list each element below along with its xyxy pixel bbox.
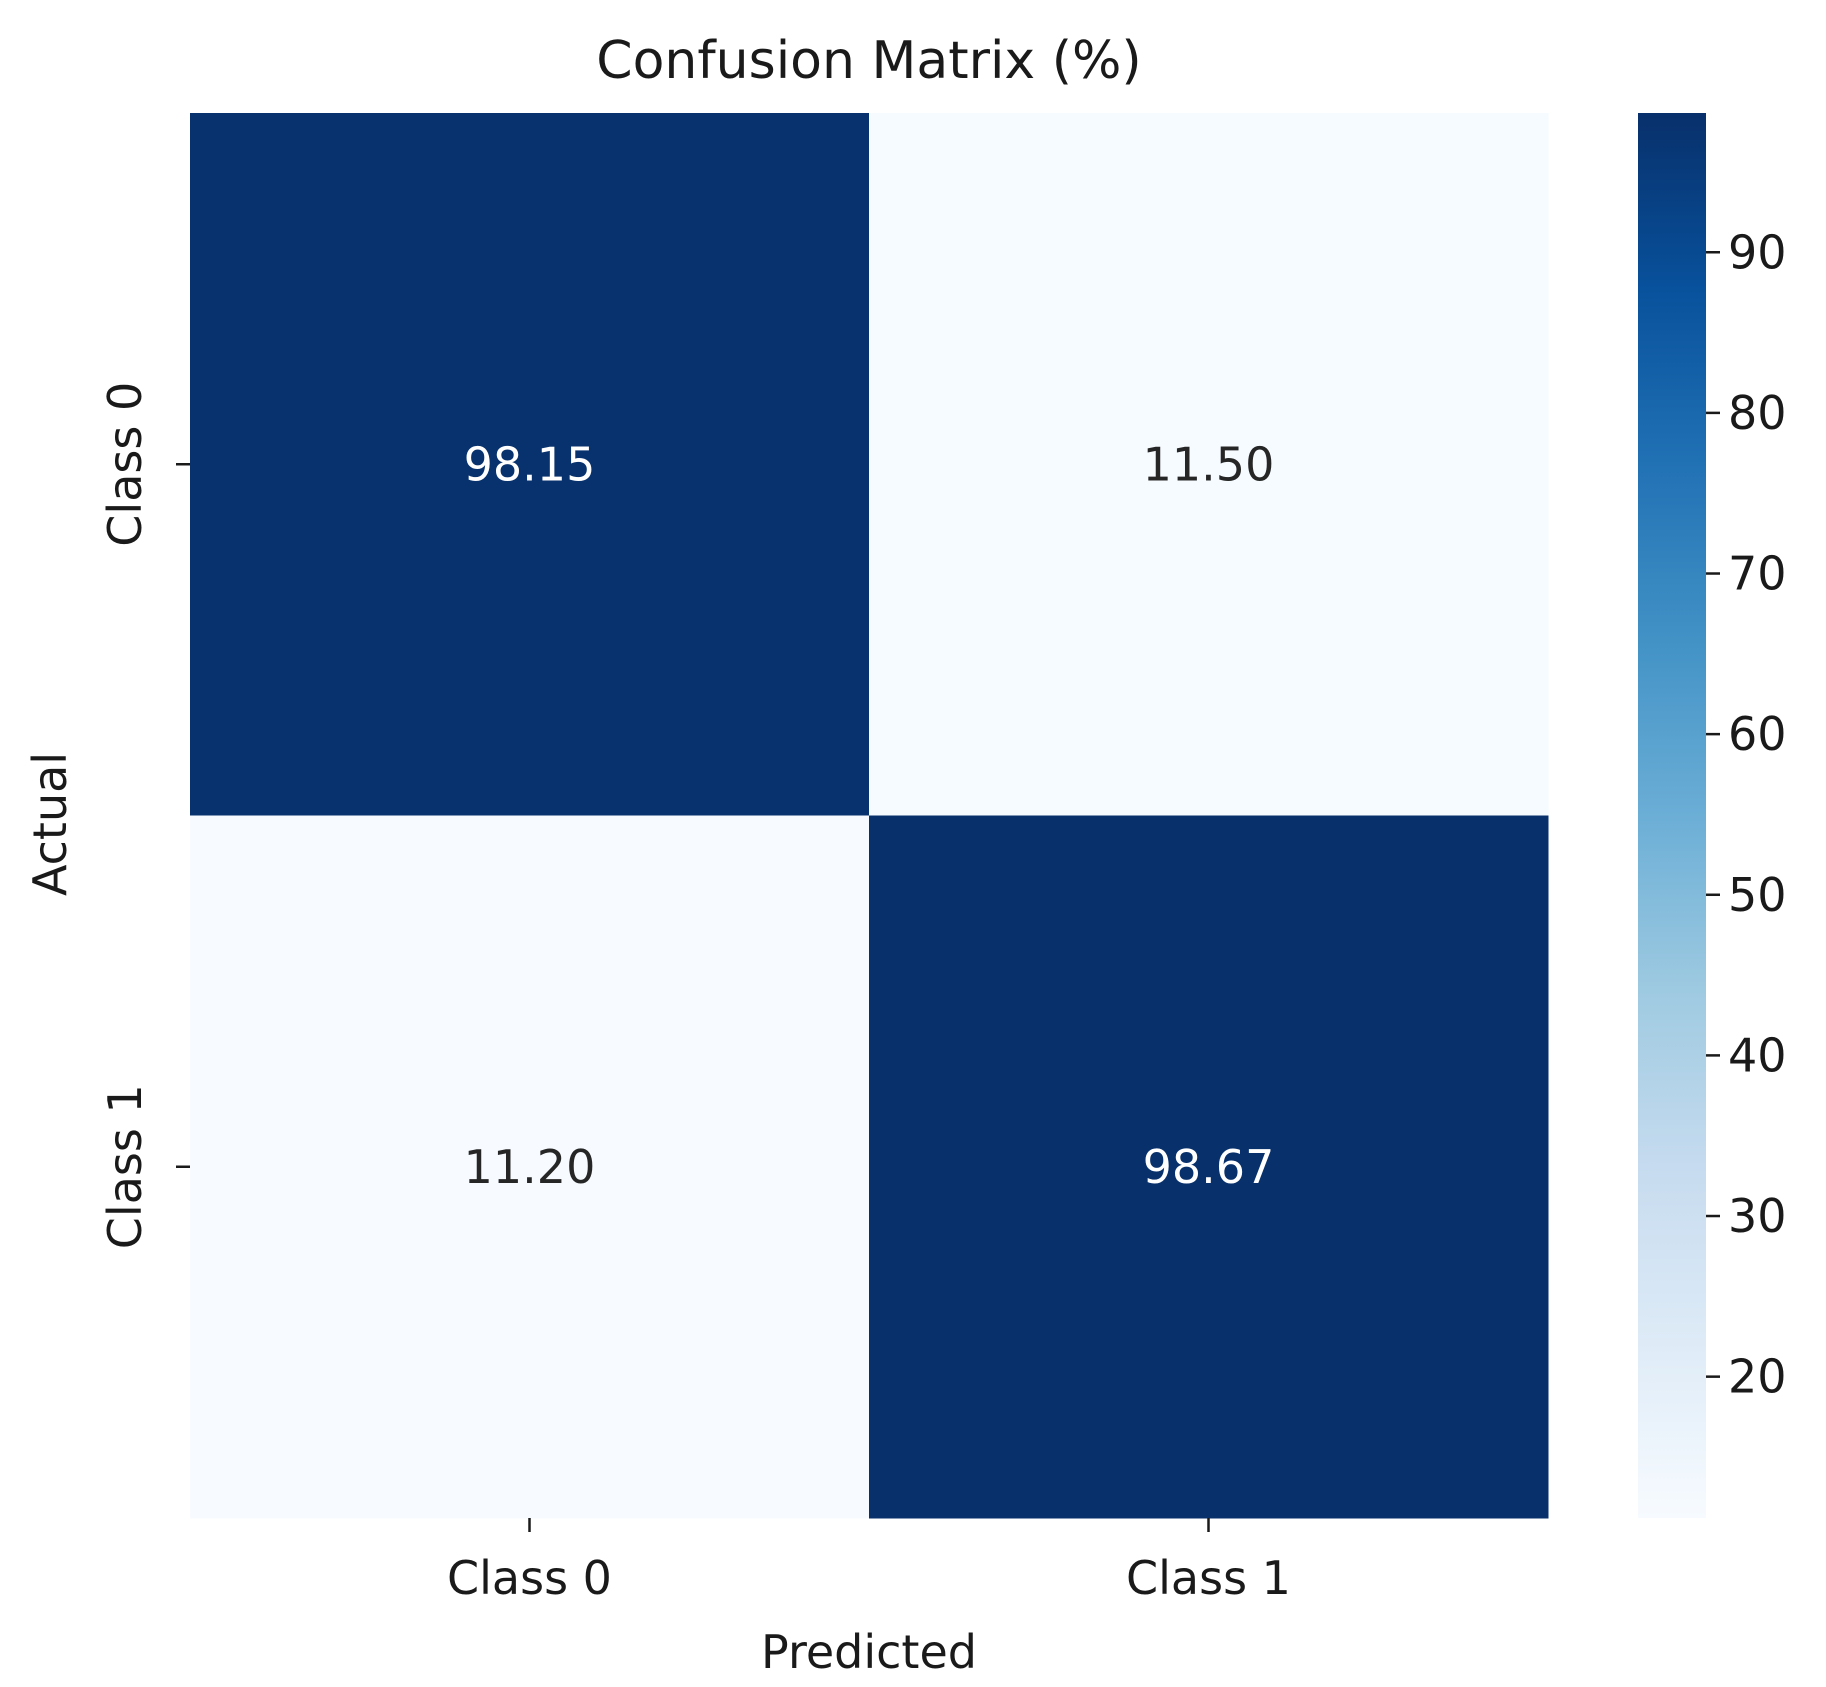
cell-value-label: 98.67	[1143, 1140, 1275, 1194]
x-axis-label: Predicted	[761, 1625, 977, 1679]
colorbar-tick-label: 30	[1728, 1189, 1787, 1243]
heatmap-cell	[869, 113, 1549, 816]
x-tick-label: Class 1	[1126, 1551, 1291, 1605]
y-axis: Class 0 Class 1	[98, 382, 190, 1249]
colorbar-tick-label: 70	[1728, 547, 1787, 601]
cell-value-label: 11.20	[464, 1140, 596, 1194]
x-axis: Class 0 Class 1	[447, 1518, 1291, 1605]
y-axis-label: Actual	[23, 752, 77, 896]
y-tick-label: Class 0	[98, 382, 152, 547]
y-tick-label: Class 1	[98, 1084, 152, 1249]
cell-value-label: 98.15	[464, 437, 596, 491]
heatmap-cell-labels: 98.15 11.50 11.20 98.67	[464, 437, 1275, 1194]
chart-title: Confusion Matrix (%)	[596, 31, 1141, 91]
colorbar-ticks: 20 30 40 50 60 70 80 90	[1706, 225, 1787, 1404]
heatmap-cell	[869, 815, 1549, 1519]
cell-value-label: 11.50	[1143, 437, 1275, 491]
x-tick-label: Class 0	[447, 1551, 612, 1605]
colorbar-tick-label: 40	[1728, 1028, 1787, 1082]
colorbar-tick-label: 60	[1728, 707, 1787, 761]
colorbar-tick-label: 90	[1728, 225, 1787, 279]
heatmap-cells	[190, 113, 1549, 1519]
colorbar-tick-label: 20	[1728, 1350, 1787, 1404]
colorbar-tick-label: 50	[1728, 868, 1787, 922]
colorbar-tick-label: 80	[1728, 386, 1787, 440]
heatmap-cell	[190, 113, 870, 816]
colorbar	[1638, 113, 1706, 1518]
heatmap-cell	[190, 815, 870, 1519]
